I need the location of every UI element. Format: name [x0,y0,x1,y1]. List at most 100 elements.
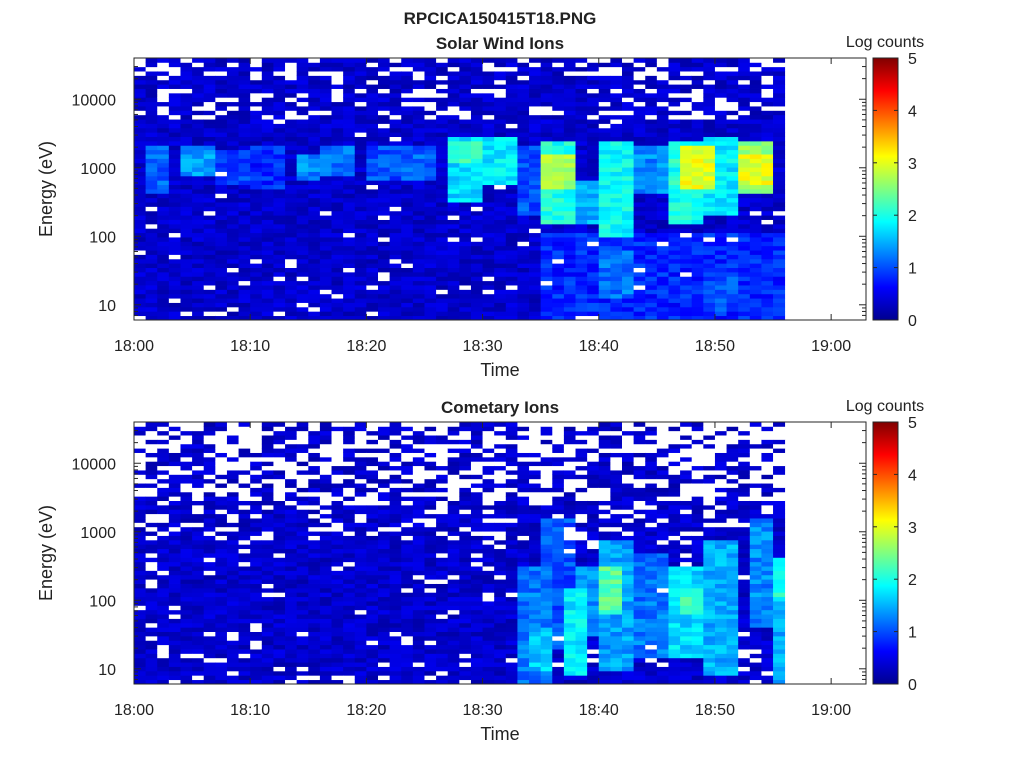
spectrogram-cell [564,141,576,146]
spectrogram-cell [366,93,378,98]
spectrogram-cell [204,110,216,115]
spectrogram-cell [285,145,297,150]
spectrogram-cell [517,215,529,220]
spectrogram-cell [285,93,297,98]
spectrogram-cell [215,518,227,523]
spectrogram-cell [587,102,599,107]
spectrogram-cell [262,518,274,523]
spectrogram-cell [227,627,239,632]
spectrogram-cell [401,470,413,475]
spectrogram-cell [599,154,611,159]
spectrogram-cell [239,263,251,268]
spectrogram-cell [297,566,309,571]
spectrogram-cell [390,653,402,658]
spectrogram-cell [634,84,646,89]
spectrogram-cell [761,285,773,290]
spectrogram-cell [239,474,251,479]
spectrogram-cell [645,75,657,80]
spectrogram-cell [761,119,773,124]
spectrogram-cell [738,154,750,159]
spectrogram-cell [204,444,216,449]
spectrogram-cell [413,193,425,198]
spectrogram-cell [413,566,425,571]
spectrogram-cell [239,640,251,645]
spectrogram-cell [564,228,576,233]
spectrogram-cell [413,435,425,440]
spectrogram-cell [343,289,355,294]
spectrogram-cell [355,575,367,580]
spectrogram-cell [320,592,332,597]
spectrogram-cell [610,84,622,89]
spectrogram-cell [378,259,390,264]
spectrogram-cell [552,80,564,85]
spectrogram-cell [262,106,274,111]
spectrogram-cell [715,145,727,150]
spectrogram-cell [146,479,158,484]
spectrogram-cell [285,189,297,194]
spectrogram-cell [308,592,320,597]
spectrogram-cell [146,141,158,146]
spectrogram-cell [738,246,750,251]
spectrogram-cell [355,246,367,251]
spectrogram-cell [668,193,680,198]
spectrogram-cell [366,649,378,654]
spectrogram-cell [761,241,773,246]
spectrogram-cell [413,119,425,124]
spectrogram-cell [297,93,309,98]
spectrogram-cell [738,307,750,312]
spectrogram-cell [576,97,588,102]
spectrogram-cell [366,220,378,225]
spectrogram-cell [703,119,715,124]
spectrogram-cell [169,93,181,98]
spectrogram-cell [541,294,553,299]
spectrogram-cell [366,527,378,532]
spectrogram-cell [773,220,785,225]
spectrogram-cell [285,496,297,501]
spectrogram-cell [227,246,239,251]
spectrogram-cell [180,566,192,571]
spectrogram-cell [146,298,158,303]
spectrogram-cell [285,474,297,479]
spectrogram-cell [401,444,413,449]
spectrogram-cell [564,281,576,286]
spectrogram-cell [157,474,169,479]
spectrogram-cell [215,263,227,268]
spectrogram-cell [343,649,355,654]
spectrogram-cell [692,132,704,137]
spectrogram-cell [413,141,425,146]
spectrogram-cell [169,224,181,229]
spectrogram-cell [262,584,274,589]
spectrogram-cell [448,272,460,277]
spectrogram-cell [773,145,785,150]
spectrogram-cell [308,579,320,584]
spectrogram-cell [750,172,762,177]
spectrogram-cell [436,150,448,155]
spectrogram-cell [332,640,344,645]
spectrogram-cell [146,71,158,76]
spectrogram-cell [471,289,483,294]
spectrogram-cell [215,544,227,549]
spectrogram-cell [227,115,239,120]
spectrogram-cell [215,457,227,462]
spectrogram-cell [622,189,634,194]
spectrogram-cell [390,263,402,268]
spectrogram-cell [355,474,367,479]
spectrogram-cell [355,124,367,129]
spectrogram-cell [436,115,448,120]
spectrogram-cell [297,141,309,146]
spectrogram-cell [169,276,181,281]
spectrogram-cell [204,483,216,488]
spectrogram-cell [668,206,680,211]
spectrogram-cell [250,172,262,177]
spectrogram-cell [390,483,402,488]
spectrogram-cell [552,307,564,312]
spectrogram-cell [169,562,181,567]
spectrogram-cell [134,220,146,225]
spectrogram-cell [134,158,146,163]
spectrogram-cell [262,531,274,536]
spectrogram-cell [750,289,762,294]
spectrogram-cell [401,422,413,427]
spectrogram-cell [297,527,309,532]
spectrogram-cell [227,505,239,510]
spectrogram-cell [146,233,158,238]
